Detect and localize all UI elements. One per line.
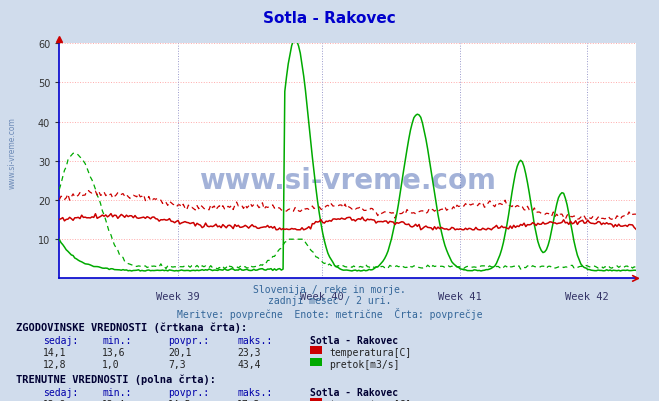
Text: maks.:: maks.: xyxy=(237,335,272,345)
Text: min.:: min.: xyxy=(102,335,132,345)
Text: 12,9: 12,9 xyxy=(43,399,67,401)
Text: 17,3: 17,3 xyxy=(237,399,261,401)
Text: min.:: min.: xyxy=(102,387,132,397)
Text: Slovenija / reke in morje.: Slovenija / reke in morje. xyxy=(253,284,406,294)
Text: 14,1: 14,1 xyxy=(43,347,67,357)
Text: temperatura[C]: temperatura[C] xyxy=(330,347,412,357)
Text: 13,6: 13,6 xyxy=(102,347,126,357)
Text: 1,0: 1,0 xyxy=(102,359,120,369)
Text: 12,4: 12,4 xyxy=(102,399,126,401)
Text: zadnji mesec / 2 uri.: zadnji mesec / 2 uri. xyxy=(268,296,391,306)
Text: Sotla - Rakovec: Sotla - Rakovec xyxy=(263,11,396,26)
Text: temperatura[C]: temperatura[C] xyxy=(330,399,412,401)
Text: 7,3: 7,3 xyxy=(168,359,186,369)
Text: ZGODOVINSKE VREDNOSTI (črtkana črta):: ZGODOVINSKE VREDNOSTI (črtkana črta): xyxy=(16,322,248,332)
Text: TRENUTNE VREDNOSTI (polna črta):: TRENUTNE VREDNOSTI (polna črta): xyxy=(16,374,216,384)
Text: 43,4: 43,4 xyxy=(237,359,261,369)
Text: Week 40: Week 40 xyxy=(300,292,343,302)
Text: Sotla - Rakovec: Sotla - Rakovec xyxy=(310,335,398,345)
Text: Sotla - Rakovec: Sotla - Rakovec xyxy=(310,387,398,397)
Text: Week 42: Week 42 xyxy=(565,292,609,302)
Text: sedaj:: sedaj: xyxy=(43,387,78,397)
Text: maks.:: maks.: xyxy=(237,387,272,397)
Text: sedaj:: sedaj: xyxy=(43,335,78,345)
Text: www.si-vreme.com: www.si-vreme.com xyxy=(199,166,496,194)
Text: Week 41: Week 41 xyxy=(438,292,482,302)
Text: povpr.:: povpr.: xyxy=(168,335,209,345)
Text: povpr.:: povpr.: xyxy=(168,387,209,397)
Text: Meritve: povprečne  Enote: metrične  Črta: povprečje: Meritve: povprečne Enote: metrične Črta:… xyxy=(177,307,482,319)
Text: 23,3: 23,3 xyxy=(237,347,261,357)
Text: 14,5: 14,5 xyxy=(168,399,192,401)
Text: www.si-vreme.com: www.si-vreme.com xyxy=(8,117,17,188)
Text: 20,1: 20,1 xyxy=(168,347,192,357)
Text: pretok[m3/s]: pretok[m3/s] xyxy=(330,359,400,369)
Text: 12,8: 12,8 xyxy=(43,359,67,369)
Text: Week 39: Week 39 xyxy=(156,292,200,302)
